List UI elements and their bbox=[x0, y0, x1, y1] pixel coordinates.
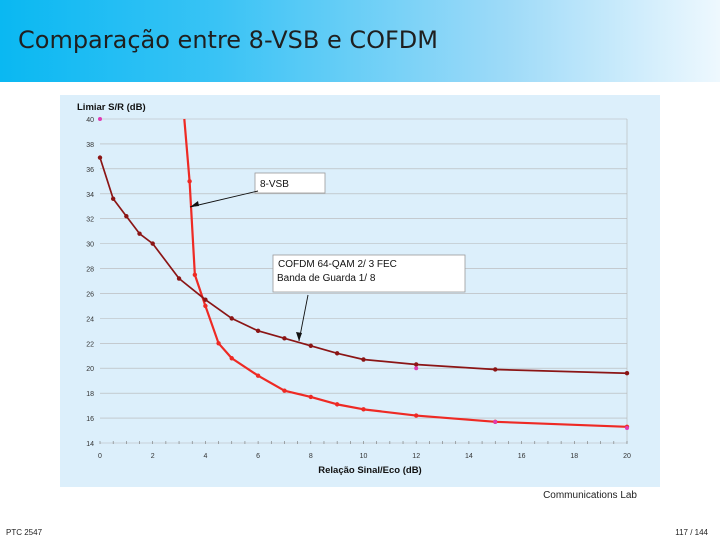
annotation-box-cofdm bbox=[272, 254, 466, 293]
x-tick-label: 4 bbox=[203, 453, 207, 460]
data-point-cofdm bbox=[361, 357, 366, 362]
data-point-vsb bbox=[216, 341, 221, 346]
data-marker-extra bbox=[414, 366, 419, 371]
annotation-cofdm-arrowhead bbox=[296, 332, 302, 341]
data-point-cofdm bbox=[137, 231, 142, 236]
y-tick-label: 22 bbox=[86, 341, 94, 348]
series-line-vsb bbox=[183, 118, 628, 428]
data-point-vsb bbox=[282, 388, 287, 393]
x-tick-label: 18 bbox=[570, 453, 578, 460]
x-tick-label: 2 bbox=[151, 453, 155, 460]
y-tick-label: 38 bbox=[86, 142, 94, 149]
data-point-vsb bbox=[192, 272, 198, 277]
data-point-cofdm bbox=[282, 336, 287, 341]
annotation-vsb-text: 8-VSB bbox=[260, 179, 289, 190]
data-point-vsb bbox=[187, 179, 192, 184]
data-point-vsb bbox=[361, 407, 366, 412]
x-axis-label: Relação Sinal/Eco (dB) bbox=[318, 465, 421, 476]
x-tick-label: 12 bbox=[412, 453, 420, 460]
x-tick-label: 20 bbox=[623, 453, 631, 460]
data-point-vsb bbox=[255, 373, 261, 378]
data-point-vsb bbox=[308, 394, 313, 400]
data-point-cofdm bbox=[308, 343, 313, 348]
slide-title: Comparação entre 8-VSB e COFDM bbox=[18, 26, 438, 54]
y-tick-label: 26 bbox=[86, 291, 94, 298]
annotation-vsb-arrow bbox=[189, 190, 259, 208]
annotation-vsb-arrowhead bbox=[190, 201, 199, 207]
chart-container: 14 16 18 20 22 24 26 28 30 32 34 36 38 40 0 2 4 6 8 10 12 14 1… bbox=[60, 95, 660, 487]
footer-lab-label: Communications Lab bbox=[543, 490, 637, 501]
series-group bbox=[97, 117, 630, 431]
y-tick-label: 14 bbox=[86, 441, 94, 448]
title-banner bbox=[0, 0, 720, 82]
data-point-cofdm bbox=[624, 371, 630, 376]
data-marker-extra bbox=[98, 117, 102, 121]
y-tick-label: 32 bbox=[86, 217, 94, 224]
y-tick-label: 16 bbox=[86, 416, 94, 423]
data-point-vsb bbox=[414, 413, 419, 418]
data-point-cofdm bbox=[150, 241, 155, 246]
data-point-cofdm bbox=[334, 351, 340, 356]
data-point-vsb bbox=[229, 356, 234, 361]
x-tick-label: 6 bbox=[256, 453, 260, 460]
y-tick-label: 28 bbox=[86, 267, 94, 274]
data-point-cofdm bbox=[203, 297, 208, 302]
annotation-cofdm-line2: Banda de Guarda 1/ 8 bbox=[277, 273, 376, 284]
y-tick-label: 24 bbox=[86, 316, 94, 323]
data-point-cofdm bbox=[414, 362, 419, 367]
y-tick-label: 34 bbox=[86, 192, 94, 199]
y-tick-label: 18 bbox=[86, 391, 94, 398]
data-marker-extra bbox=[625, 426, 629, 431]
footer-course-code: PTC 2547 bbox=[6, 528, 43, 537]
data-point-cofdm bbox=[493, 367, 498, 372]
x-tick-label: 10 bbox=[360, 453, 368, 460]
y-tick-label: 36 bbox=[86, 167, 94, 174]
series-line-cofdm bbox=[99, 157, 628, 375]
y-tick-label: 20 bbox=[86, 366, 94, 373]
x-tick-label: 0 bbox=[98, 453, 102, 460]
data-point-cofdm bbox=[229, 316, 234, 321]
data-marker-extra bbox=[493, 419, 498, 424]
page-number: 117 / 144 bbox=[675, 528, 708, 537]
annotation-box-vsb bbox=[254, 172, 326, 194]
data-point-vsb bbox=[334, 402, 340, 407]
data-point-cofdm bbox=[255, 328, 261, 334]
y-axis-label: Limiar S/R (dB) bbox=[77, 102, 146, 113]
data-point-cofdm bbox=[176, 276, 182, 281]
data-point-cofdm bbox=[97, 155, 103, 160]
annotation-cofdm-line1: COFDM 64-QAM 2/ 3 FEC bbox=[278, 259, 397, 270]
data-point-vsb bbox=[203, 303, 208, 309]
x-tick-label: 16 bbox=[518, 453, 526, 460]
x-tick-label: 8 bbox=[309, 453, 313, 460]
y-tick-label: 30 bbox=[86, 242, 94, 249]
data-point-cofdm bbox=[110, 196, 116, 201]
x-tick-label: 14 bbox=[465, 453, 473, 460]
data-point-cofdm bbox=[124, 214, 129, 219]
y-tick-label: 40 bbox=[86, 117, 94, 124]
